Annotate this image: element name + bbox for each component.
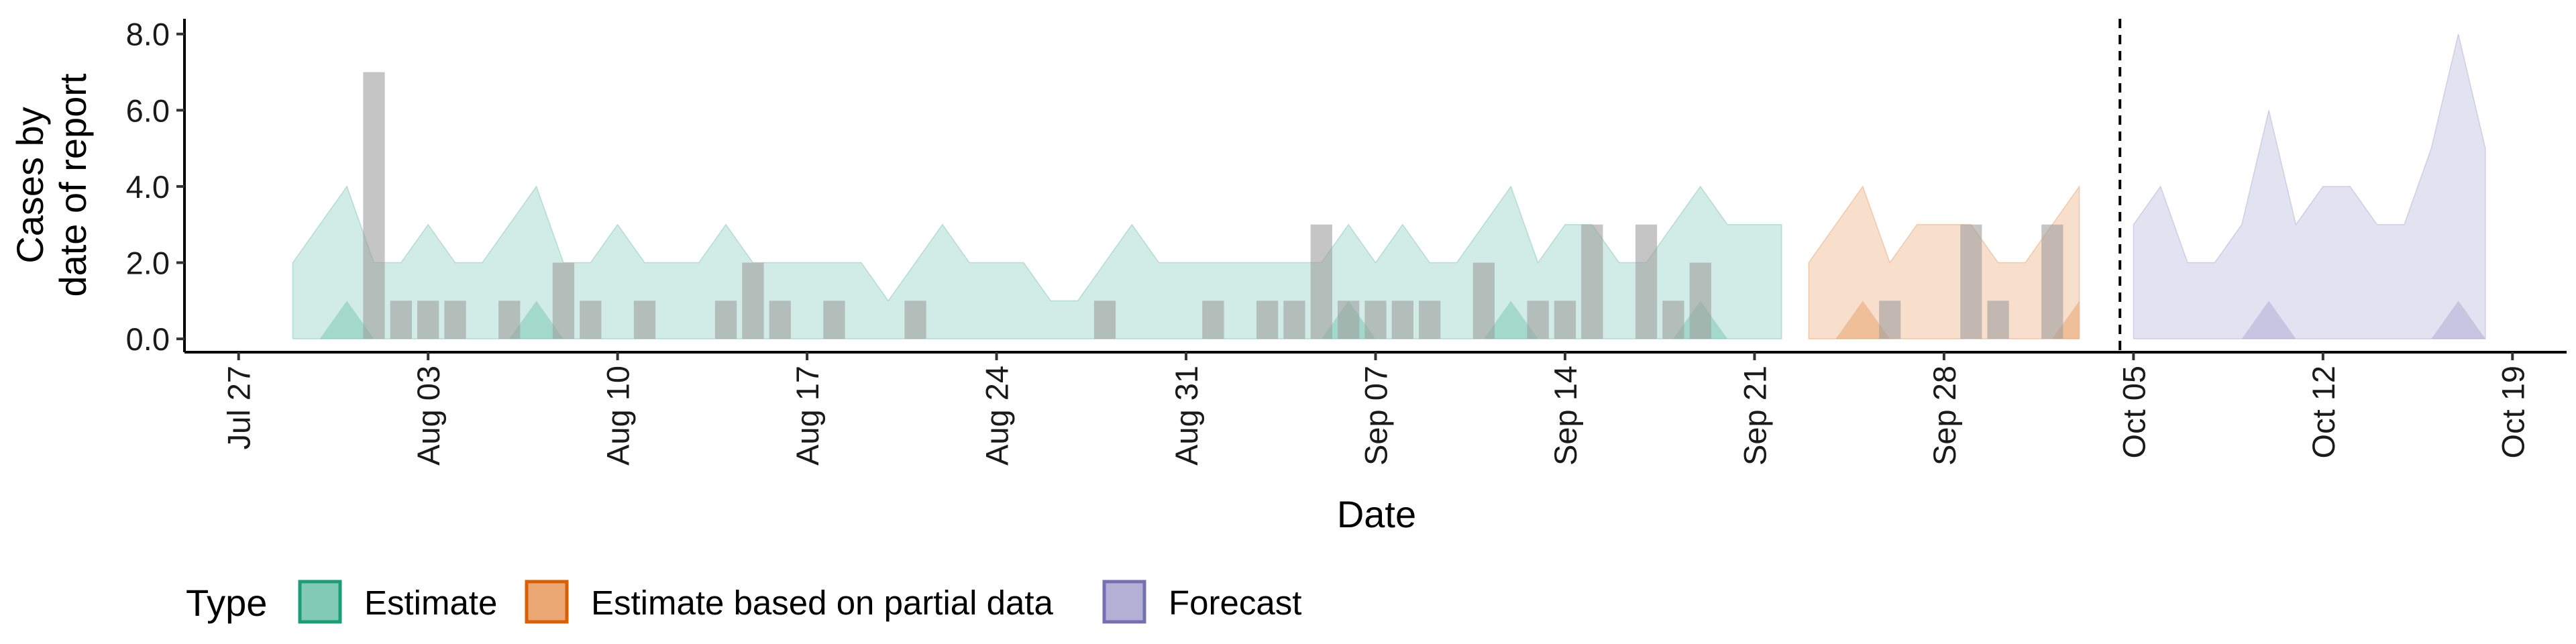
x-tick-label: Sep 14 bbox=[1548, 366, 1583, 466]
reported-case-bar bbox=[1202, 301, 1224, 339]
reported-case-bar bbox=[633, 301, 656, 339]
reported-case-bar bbox=[1689, 262, 1711, 339]
x-tick-label: Sep 21 bbox=[1737, 366, 1772, 466]
reported-case-bar bbox=[1338, 301, 1360, 339]
x-tick-label: Oct 12 bbox=[2306, 366, 2341, 458]
x-tick-label: Aug 24 bbox=[979, 366, 1015, 466]
reported-case-bar bbox=[904, 301, 926, 339]
reported-case-bar bbox=[1554, 301, 1576, 339]
reported-case-bar bbox=[2041, 224, 2063, 339]
x-tick-label: Aug 17 bbox=[790, 366, 825, 466]
reported-case-bar bbox=[714, 301, 737, 339]
y-tick-label: 8.0 bbox=[126, 17, 170, 52]
reported-case-bar bbox=[498, 301, 521, 339]
x-tick-label: Sep 07 bbox=[1358, 366, 1394, 466]
legend-label: Estimate based on partial data bbox=[591, 584, 1054, 622]
y-axis-title-line-1: Cases by bbox=[9, 107, 51, 263]
reported-case-bar bbox=[823, 301, 845, 339]
reported-case-bar bbox=[742, 262, 764, 339]
x-tick-label: Aug 03 bbox=[411, 366, 446, 466]
reported-case-bar bbox=[552, 262, 575, 339]
reported-case-bar bbox=[390, 301, 412, 339]
legend-key bbox=[1102, 580, 1146, 624]
reported-case-bar bbox=[1310, 224, 1332, 339]
x-tick-label: Oct 19 bbox=[2495, 366, 2530, 458]
legend-title: Type bbox=[186, 582, 267, 624]
y-tick-label: 4.0 bbox=[126, 169, 170, 205]
x-tick-label: Jul 27 bbox=[221, 366, 257, 449]
legend-label: Estimate bbox=[364, 584, 497, 622]
reported-case-bar bbox=[444, 301, 466, 339]
x-tick-label: Sep 28 bbox=[1927, 366, 1962, 466]
reported-case-bar bbox=[1581, 224, 1603, 339]
reported-case-bar bbox=[1472, 262, 1495, 339]
legend-key bbox=[525, 580, 569, 624]
legend: Type Estimate Estimate based on partial d… bbox=[186, 580, 1301, 624]
y-tick-label: 2.0 bbox=[126, 246, 170, 281]
bar-layer bbox=[363, 72, 2063, 339]
band-inner-forecast bbox=[2133, 301, 2485, 339]
legend-key bbox=[298, 580, 342, 624]
reported-case-bar bbox=[1391, 301, 1413, 339]
reported-case-bar bbox=[1419, 301, 1441, 339]
reported-case-bar bbox=[1093, 301, 1116, 339]
reported-case-bar bbox=[1987, 301, 2009, 339]
reported-case-bar bbox=[1364, 301, 1387, 339]
reported-case-bar bbox=[1256, 301, 1279, 339]
x-tick-label: Aug 31 bbox=[1169, 366, 1204, 466]
band-layer bbox=[292, 34, 2486, 339]
x-tick-label: Oct 05 bbox=[2116, 366, 2151, 458]
reported-case-bar bbox=[1527, 301, 1549, 339]
band-inner-estimate-based-on-partial-data bbox=[1809, 301, 2080, 339]
reported-case-bar bbox=[580, 301, 602, 339]
x-axis-title: Date bbox=[1337, 493, 1416, 535]
reported-case-bar bbox=[363, 72, 385, 339]
y-tick-label: 0.0 bbox=[126, 321, 170, 357]
reported-case-bar bbox=[417, 301, 439, 339]
y-axis-title-line-2: date of report bbox=[52, 73, 94, 297]
legend-label: Forecast bbox=[1169, 584, 1301, 622]
reported-case-bar bbox=[1283, 301, 1305, 339]
reported-case-bar bbox=[769, 301, 791, 339]
y-tick-label: 6.0 bbox=[126, 93, 170, 128]
band-outer-forecast bbox=[2133, 34, 2486, 339]
x-tick-label: Aug 10 bbox=[600, 366, 636, 466]
reported-case-bar bbox=[1662, 301, 1684, 339]
band-outer-estimate-based-on-partial-data bbox=[1808, 184, 2080, 339]
reported-case-bar bbox=[1879, 301, 1901, 339]
y-axis-ticks: 0.0 2.0 4.0 6.0 8.0 bbox=[126, 17, 184, 357]
reported-case-bar bbox=[1960, 224, 1982, 339]
reported-case-bar bbox=[1635, 224, 1658, 339]
x-axis-ticks: Jul 27 Aug 03 Aug 10 Aug 17 Aug 24 Aug 31 Sep … bbox=[221, 352, 2530, 466]
